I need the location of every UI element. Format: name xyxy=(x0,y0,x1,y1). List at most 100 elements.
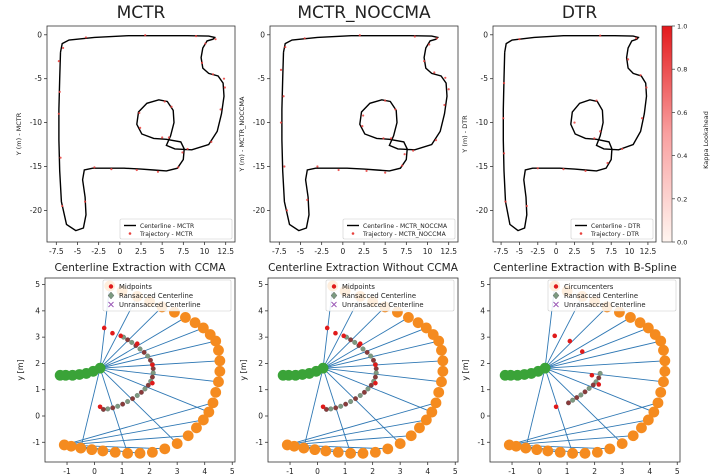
y-axis-label: Y (m) - MCTR xyxy=(15,112,23,156)
trajectory-point xyxy=(606,161,609,165)
centerline-point xyxy=(145,382,151,388)
legend-box xyxy=(102,279,232,312)
colorbar xyxy=(661,25,673,243)
outer-cone xyxy=(75,442,87,454)
trajectory-point xyxy=(156,170,160,173)
panel-3: Centerline Extraction with CCMA -1 0 1 2 3 4 5 -… xyxy=(16,262,236,476)
trajectory-point xyxy=(186,147,189,151)
panel-4: Centerline Extraction Without CCMA -1 0 1 2 3… xyxy=(239,262,459,476)
outer-cone xyxy=(203,406,215,418)
trajectory-point xyxy=(61,46,65,50)
x-tick-label: 0 xyxy=(92,467,97,476)
cone-connection-line xyxy=(322,340,439,369)
trajectory-point xyxy=(303,37,306,40)
y-tick-label: 4 xyxy=(258,306,263,315)
trajectory-point xyxy=(211,73,215,76)
trajectory-point xyxy=(204,42,207,45)
trajectory-point xyxy=(135,168,138,172)
x-tick-label: 1 xyxy=(565,467,570,476)
trajectory-point xyxy=(536,167,539,170)
centerline-point xyxy=(596,375,602,381)
legend-box xyxy=(119,218,233,240)
midpoint xyxy=(373,362,378,368)
outer-cone xyxy=(197,414,209,426)
outer-cone xyxy=(604,443,616,455)
trajectory-point xyxy=(384,171,387,174)
legend-ransacced-swatch xyxy=(330,291,338,300)
trajectory-point xyxy=(163,100,166,103)
colorbar-tick-label: 0.2 xyxy=(677,195,687,203)
y-tick-label: -20 xyxy=(30,206,42,215)
x-tick-label: 0 xyxy=(117,247,122,256)
outer-cone xyxy=(420,414,432,426)
trajectory-point xyxy=(219,108,222,111)
trajectory-point xyxy=(214,38,217,41)
x-tick-label: 12.5 xyxy=(640,247,657,256)
outer-cone xyxy=(655,335,667,347)
axes-frame xyxy=(492,25,657,243)
cone-connection-line xyxy=(303,368,324,449)
outer-cone xyxy=(309,444,321,456)
centerline-point xyxy=(149,374,155,380)
trajectory-point xyxy=(599,34,602,37)
trajectory-point xyxy=(279,68,283,72)
outer-cone xyxy=(109,446,121,458)
x-tick-label: 0 xyxy=(537,467,542,476)
y-axis-label: y [m] xyxy=(16,359,25,380)
outer-cone xyxy=(627,430,639,442)
outer-cone xyxy=(189,317,201,329)
y-tick-label: 4 xyxy=(35,306,40,315)
cone-connection-line xyxy=(544,306,608,369)
x-tick-label: 5 xyxy=(160,247,165,256)
outer-cone xyxy=(405,430,417,442)
trajectory-point xyxy=(639,74,642,77)
cone-connection-line xyxy=(322,327,427,369)
x-tick-label: 2.5 xyxy=(135,247,147,256)
centerline-point xyxy=(357,393,363,398)
outer-cone xyxy=(520,442,532,454)
x-tick-label: 2 xyxy=(592,467,597,476)
panel-1: MCTR_NOCCMA -7.5 -5 -2.5 0 2.5 5 7.5 10 12.5 0 -5 -1… xyxy=(238,3,459,256)
trajectory-point xyxy=(84,200,87,203)
y-tick-label: 0 xyxy=(260,30,265,39)
outer-cone xyxy=(412,317,424,329)
midpoint xyxy=(553,404,559,410)
trajectory-point xyxy=(640,117,644,120)
trajectory-point xyxy=(282,95,285,98)
cone-connection-line xyxy=(323,367,442,383)
centerline-point xyxy=(364,349,370,355)
outer-cone xyxy=(567,447,579,459)
centerline-point xyxy=(582,389,588,395)
outer-cone xyxy=(320,445,332,457)
y-tick-label: -20 xyxy=(476,206,488,215)
trajectory-point xyxy=(361,124,364,128)
trajectory-point xyxy=(401,164,404,167)
outer-cone xyxy=(648,406,660,418)
legend-label: Ransacced Centerline xyxy=(564,292,638,300)
centerline-point xyxy=(352,339,358,345)
outer-cone xyxy=(213,376,224,388)
outer-cone xyxy=(554,446,566,458)
trajectory-point xyxy=(599,130,602,133)
trajectory-point xyxy=(61,204,64,208)
midpoint xyxy=(320,404,326,410)
cone-connection-line xyxy=(287,419,427,446)
legend-box xyxy=(342,218,456,240)
centerline-point xyxy=(373,370,379,376)
outer-cone xyxy=(426,406,438,418)
outer-cone xyxy=(437,355,449,367)
x-tick-label: 10 xyxy=(625,247,635,256)
y-tick-label: 3 xyxy=(35,333,40,342)
chart-title: Centerline Extraction Without CCMA xyxy=(268,262,459,274)
centerline-point xyxy=(100,406,106,412)
chart-title: MCTR xyxy=(117,3,166,23)
colorbar-tick-label: 0.0 xyxy=(677,239,687,247)
outer-cone xyxy=(642,414,654,426)
colorbar-tick-label: 0.6 xyxy=(677,109,687,117)
x-tick-label: 3 xyxy=(620,467,625,476)
midpoint xyxy=(552,333,558,339)
x-tick-label: 7.5 xyxy=(177,247,189,256)
centerline-point xyxy=(323,406,329,412)
